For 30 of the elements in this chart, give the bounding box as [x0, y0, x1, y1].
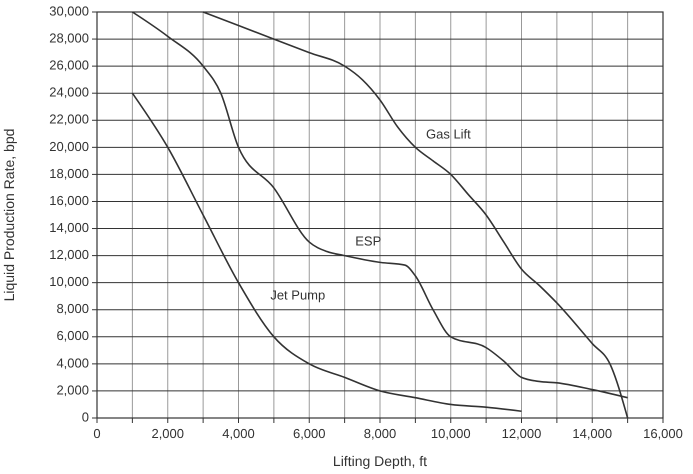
- y-tick-label: 20,000: [49, 138, 89, 154]
- x-tick-label: 4,000: [222, 426, 255, 441]
- x-tick-label: 10,000: [430, 426, 471, 441]
- x-tick-label: 12,000: [502, 426, 542, 441]
- y-tick-label: 10,000: [49, 274, 89, 290]
- y-tick-label: 16,000: [49, 192, 89, 208]
- y-tick-label: 6,000: [56, 328, 89, 344]
- series-label: ESP: [355, 234, 382, 249]
- y-tick-label: 8,000: [56, 301, 89, 316]
- series-label: Jet Pump: [270, 288, 326, 303]
- x-axis-title: Lifting Depth, ft: [332, 453, 428, 469]
- x-tick-label: 16,000: [643, 426, 683, 441]
- y-tick-label: 24,000: [49, 84, 89, 100]
- x-tick-label: 0: [93, 426, 101, 441]
- y-tick-label: 12,000: [49, 247, 89, 262]
- y-tick-label: 0: [82, 409, 89, 424]
- y-axis-title: Liquid Production Rate, bpd: [1, 128, 17, 302]
- y-tick-label: 26,000: [49, 58, 89, 73]
- y-tick-label: 30,000: [49, 3, 89, 18]
- y-tick-label: 28,000: [49, 30, 89, 46]
- series-label: Gas Lift: [426, 126, 472, 142]
- y-tick-label: 4,000: [56, 355, 89, 370]
- y-tick-label: 14,000: [49, 220, 89, 235]
- x-tick-label: 8,000: [364, 426, 396, 441]
- y-tick-label: 22,000: [49, 112, 89, 127]
- y-tick-label: 18,000: [49, 166, 89, 181]
- x-tick-label: 14,000: [572, 426, 612, 441]
- x-tick-label: 2,000: [151, 426, 184, 441]
- x-tick-label: 6,000: [292, 426, 326, 441]
- y-tick-label: 2,000: [56, 382, 89, 398]
